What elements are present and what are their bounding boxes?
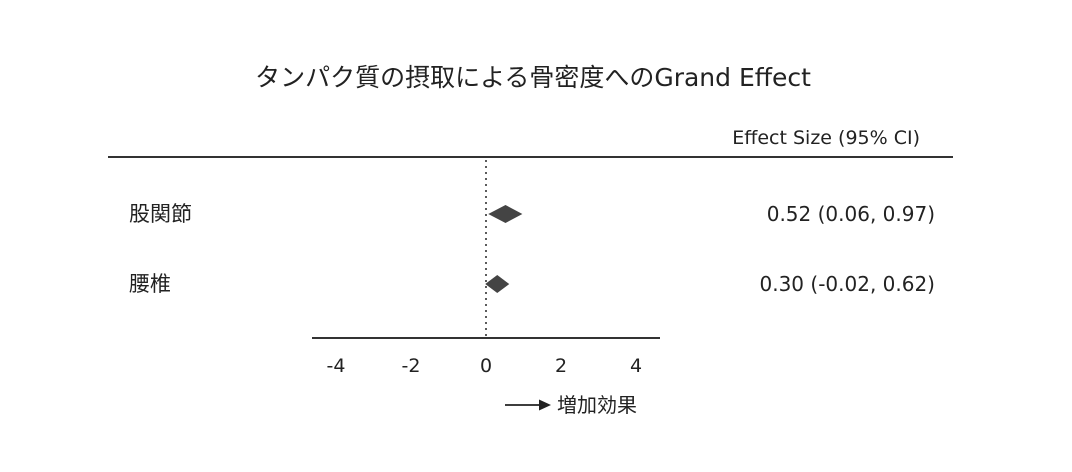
effect-diamond: [485, 275, 510, 293]
row-ci-text: 0.52 (0.06, 0.97): [767, 202, 935, 226]
study-rows: 股関節 0.52 (0.06, 0.97) 腰椎 0.30 (-0.02, 0.62): [129, 202, 935, 296]
effect-size-header: Effect Size (95% CI): [732, 127, 920, 149]
x-axis-ticks: -4 -2 0 2 4: [327, 355, 643, 377]
row-label: 股関節: [129, 202, 192, 226]
direction-label: 増加効果: [557, 393, 637, 417]
row-ci-text: 0.30 (-0.02, 0.62): [760, 272, 936, 296]
row-label: 腰椎: [129, 272, 171, 296]
x-tick-label: 0: [480, 355, 492, 377]
effect-diamond: [488, 205, 523, 223]
chart-title: タンパク質の摂取による骨密度へのGrand Effect: [255, 63, 811, 92]
x-tick-label: 2: [555, 355, 567, 377]
x-tick-label: -2: [402, 355, 421, 377]
x-tick-label: -4: [327, 355, 346, 377]
direction-arrow-head: [539, 399, 551, 411]
x-tick-label: 4: [630, 355, 642, 377]
